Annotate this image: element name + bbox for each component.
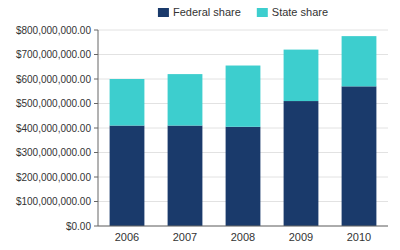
bars [110, 36, 377, 226]
legend-swatch [158, 8, 169, 17]
axis-line [98, 30, 99, 226]
tick-label: 2007 [173, 231, 197, 243]
legend-item: State share [257, 6, 328, 18]
tick-label: $100,000,000.00 [16, 196, 92, 207]
tick [94, 79, 98, 80]
bar [226, 66, 261, 127]
bar [226, 127, 261, 226]
legend-swatch [257, 8, 268, 17]
tick [94, 177, 98, 178]
tick-label: 2010 [347, 231, 371, 243]
tick-label: 2009 [289, 231, 313, 243]
tick-label: $200,000,000.00 [16, 172, 92, 183]
tick [94, 201, 98, 202]
legend-item: Federal share [158, 6, 241, 18]
background [0, 0, 400, 250]
tick [94, 226, 98, 227]
tick-label: $400,000,000.00 [16, 123, 92, 134]
tick-label: $700,000,000.00 [16, 49, 92, 60]
legend-label: State share [272, 6, 328, 18]
grid-line [98, 30, 388, 31]
bar [110, 126, 145, 226]
tick-label: $800,000,000.00 [16, 25, 92, 36]
y-axis: $0.00 $100,000,000.00 $200,000,000.00 $300,… [16, 25, 388, 232]
tick [94, 128, 98, 129]
tick-label: 2008 [231, 231, 255, 243]
bar [342, 86, 377, 226]
tick-label: 2006 [115, 231, 139, 243]
tick [94, 30, 98, 31]
grid-line [98, 226, 388, 227]
tick-label: $300,000,000.00 [16, 147, 92, 158]
bar [168, 74, 203, 125]
bar [284, 101, 319, 226]
tick [94, 54, 98, 55]
axis-line [98, 226, 388, 227]
tick [94, 152, 98, 153]
chart: $0.00 $100,000,000.00 $200,000,000.00 $300,… [0, 0, 400, 250]
bar [110, 79, 145, 126]
bar [284, 50, 319, 101]
tick-label: $500,000,000.00 [16, 98, 92, 109]
tick-label: $600,000,000.00 [16, 74, 92, 85]
legend-label: Federal share [173, 6, 241, 18]
bar [168, 126, 203, 226]
tick [94, 103, 98, 104]
bar [342, 36, 377, 86]
tick-label: $0.00 [66, 221, 91, 232]
legend: Federal share State share [158, 6, 328, 18]
x-axis: 2006 2007 2008 2009 2010 [98, 226, 388, 243]
